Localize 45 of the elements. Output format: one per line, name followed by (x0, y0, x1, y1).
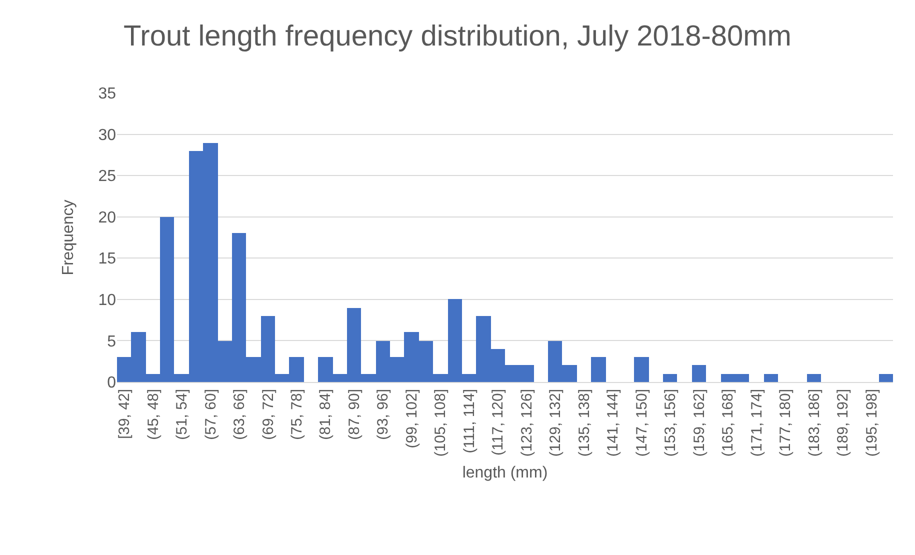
bar (692, 365, 706, 382)
x-tick-label: (99, 102] (403, 389, 420, 448)
chart-title: Trout length frequency distribution, July 2018-80mm (124, 20, 792, 52)
y-axis-title: Frequency (60, 200, 78, 276)
x-tick-label: (57, 60] (202, 389, 220, 440)
x-tick-label: (123, 126] (518, 389, 536, 457)
x-tick-label: (195, 198] (863, 389, 880, 457)
x-tick-label: (165, 168] (720, 389, 737, 457)
y-tick-label: 5 (107, 333, 116, 350)
x-tick-label: (51, 54] (174, 389, 191, 440)
x-tick-label: (105, 108] (432, 389, 450, 457)
x-tick-label: (153, 156] (662, 389, 680, 457)
x-tick-label: (171, 174] (748, 389, 766, 457)
y-tick-label: 35 (98, 86, 116, 103)
y-tick-label: 0 (107, 374, 116, 392)
y-tick-label: 15 (98, 250, 116, 268)
x-tick-label: [39, 42] (116, 389, 134, 440)
x-tick-label: (147, 150] (633, 389, 650, 457)
y-tick-label: 20 (98, 209, 116, 226)
x-tick-label: (189, 192] (834, 389, 852, 457)
x-tick-label: (63, 66] (231, 389, 248, 440)
x-tick-label: (111, 114] (460, 389, 478, 454)
x-tick-label: (75, 78] (288, 389, 306, 440)
y-tick-label: 25 (98, 168, 116, 186)
x-tick-label: (87, 90] (346, 389, 363, 440)
x-tick-label: (177, 180] (777, 389, 794, 457)
x-tick-label: (129, 132] (547, 389, 564, 457)
x-axis-title: length (mm) (462, 464, 548, 482)
x-tick-label: (45, 48] (144, 389, 162, 440)
x-tick-label: (117, 120] (490, 389, 507, 456)
bar (879, 374, 893, 382)
x-tick-label: (141, 144] (604, 389, 622, 457)
bar (591, 357, 606, 382)
bar (634, 357, 649, 382)
y-tick-label: 10 (98, 292, 116, 310)
bar (807, 374, 821, 382)
bar (764, 374, 778, 382)
x-tick-label: (183, 186] (806, 389, 823, 457)
x-tick-label: (135, 138] (576, 389, 593, 457)
y-tick-label: 30 (98, 126, 116, 144)
x-tick-label: (69, 72] (260, 389, 277, 440)
x-tick-label: (159, 162] (690, 389, 708, 457)
x-tick-label: (81, 84] (317, 389, 334, 440)
x-tick-label: (93, 96] (374, 389, 392, 440)
bar (663, 374, 677, 382)
